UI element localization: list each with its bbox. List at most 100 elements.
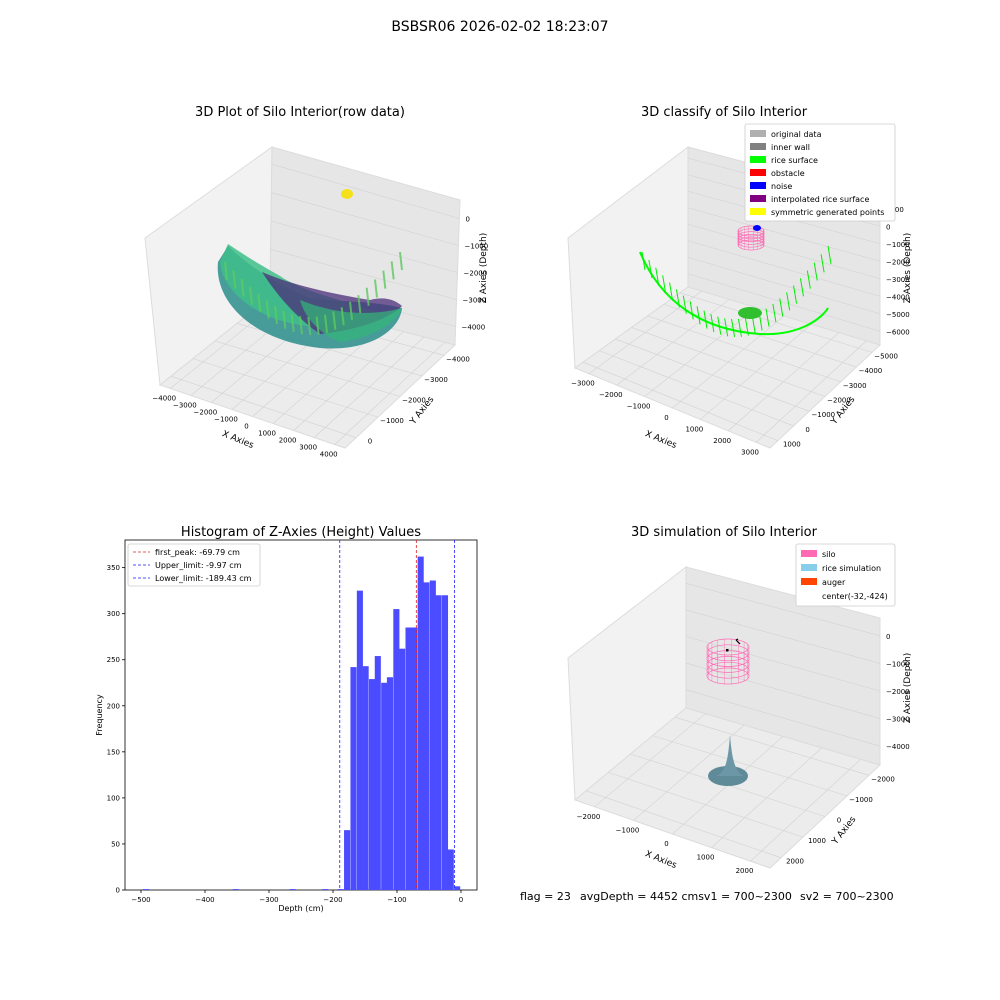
- classify-xtick-label: 0: [664, 414, 668, 422]
- simulation-panel-title: 3D simulation of Silo Interior: [631, 525, 818, 540]
- simulation-ytick-label: −1000: [849, 796, 873, 804]
- legend-label: original data: [771, 130, 822, 139]
- histogram-bar: [386, 677, 393, 890]
- classify-axis-ticks: −3000−2000−1000010002000300010000−1000−2…: [571, 206, 910, 457]
- classify-ztick-label: −5000: [886, 311, 910, 319]
- legend-swatch: [750, 208, 766, 215]
- classify-ztick-label: 0: [886, 223, 890, 231]
- legend-swatch: [750, 156, 766, 163]
- legend-swatch: [801, 578, 817, 585]
- histogram-bar: [362, 666, 369, 890]
- legend-swatch: [750, 169, 766, 176]
- histogram-bar: [447, 849, 454, 890]
- histogram-bar: [381, 682, 388, 890]
- legend-label: interpolated rice surface: [771, 195, 869, 204]
- simulation-silo-cylinder: [706, 638, 750, 685]
- classify-ytick-label: 0: [805, 426, 809, 434]
- legend-swatch: [750, 130, 766, 137]
- raw-ytick-label: −2000: [402, 397, 426, 405]
- classify-xtick-label: 1000: [685, 425, 703, 433]
- histogram-bar: [411, 627, 418, 890]
- classify-rice-surface: [641, 245, 832, 338]
- histogram-bar: [289, 889, 296, 890]
- raw-ytick-label: 0: [368, 438, 372, 446]
- simulation-xlabel: X Axies: [643, 849, 678, 871]
- classify-zlabel: Z Axies (Depth): [903, 233, 913, 304]
- histogram-ytick-label: 350: [107, 564, 120, 572]
- simulation-xtick-label: −1000: [616, 826, 640, 834]
- histogram-ytick-label: 0: [116, 887, 120, 895]
- raw-ztick-label: −2000: [464, 270, 488, 278]
- histogram-ytick-label: 250: [107, 656, 120, 664]
- classify-noise-cluster: [753, 225, 761, 231]
- histogram-panel[interactable]: Histogram of Z-Axies (Height) Values −50…: [95, 525, 478, 913]
- simulation-zlabel: Z Axies (Depth): [903, 653, 913, 724]
- simulation-center-point: [726, 649, 729, 652]
- raw-ytick-label: −4000: [446, 355, 470, 363]
- raw-3d-panel[interactable]: 3D Plot of Silo Interior(row data) −4000…: [144, 105, 489, 459]
- raw-ztick-label: −3000: [463, 297, 487, 305]
- histogram-legend: first_peak: -69.79 cm Upper_limit: -9.97 …: [127, 543, 261, 587]
- legend-label: obstacle: [771, 169, 805, 178]
- legend-swatch: [801, 550, 817, 557]
- histogram-ytick-label: 50: [111, 840, 120, 848]
- raw-xtick-label: 3000: [299, 444, 317, 452]
- histogram-legend-label: first_peak: -69.79 cm: [155, 548, 240, 557]
- raw-xtick-label: −1000: [214, 416, 238, 424]
- classify-xtick-label: −3000: [571, 380, 595, 388]
- raw-ytick-label: −1000: [380, 417, 404, 425]
- histogram-title: Histogram of Z-Axies (Height) Values: [181, 525, 421, 540]
- raw-ztick-label: −1000: [465, 243, 489, 251]
- histogram-bar: [454, 886, 461, 890]
- histogram-ticks: −500 −400 −300 −200 −100 0 0 50 100 150 200 250 300 3…: [107, 564, 464, 904]
- raw-top-cluster: [341, 189, 353, 199]
- raw-xlabel: X Axies: [220, 429, 255, 451]
- histogram-bar: [322, 889, 329, 890]
- legend-label: rice simulation: [822, 564, 881, 573]
- raw-surface-ribs: [224, 251, 403, 336]
- raw-xtick-label: 4000: [320, 451, 338, 459]
- legend-label: rice surface: [771, 156, 818, 165]
- classify-xtick-label: −1000: [627, 403, 651, 411]
- histogram-xlabel: Depth (cm): [278, 904, 323, 913]
- histogram-xtick-label: −200: [323, 896, 342, 904]
- simulation-ztick-label: −4000: [886, 743, 910, 751]
- classify-xtick-label: 3000: [741, 448, 759, 456]
- raw-xtick-label: 2000: [279, 437, 297, 445]
- legend-swatch: [750, 143, 766, 150]
- simulation-ytick-label: 2000: [786, 858, 804, 866]
- raw-panel-title: 3D Plot of Silo Interior(row data): [195, 105, 405, 120]
- classify-3d-panel[interactable]: 3D classify of Silo Interior −3000−2000−…: [567, 105, 913, 457]
- histogram-ytick-label: 300: [107, 610, 120, 618]
- classify-ztick-label: −6000: [886, 328, 910, 336]
- classify-ytick-label: −1000: [811, 411, 835, 419]
- classify-legend: original data inner wall rice surface obsta…: [744, 123, 896, 222]
- legend-label: silo: [822, 550, 836, 559]
- classify-ytick-label: 1000: [783, 441, 801, 449]
- footer-flag: flag = 23: [520, 890, 571, 903]
- histogram-bar: [356, 590, 363, 890]
- raw-gridlines: [170, 163, 460, 445]
- histogram-bar: [232, 889, 239, 890]
- histogram-bar: [423, 582, 430, 890]
- raw-xtick-label: −4000: [152, 395, 176, 403]
- simulation-3d-panel[interactable]: 3D simulation of Silo Interior −2000 −100…: [567, 525, 913, 875]
- histogram-bar: [435, 595, 442, 890]
- histogram-xtick-label: −500: [131, 896, 150, 904]
- classify-ytick-label: −3000: [843, 382, 867, 390]
- histogram-bar: [441, 595, 449, 890]
- footer-sv2: sv2 = 700~2300: [800, 890, 894, 903]
- histogram-ytick-label: 100: [107, 794, 120, 802]
- classify-ztick-label: −4000: [886, 293, 910, 301]
- simulation-ztick-label: −1000: [886, 660, 910, 668]
- simulation-xtick-label: 1000: [697, 854, 715, 862]
- legend-label: auger: [822, 578, 846, 587]
- histogram-xtick-label: −300: [259, 896, 278, 904]
- simulation-ytick-label: 0: [837, 817, 841, 825]
- histogram-legend-label: Upper_limit: -9.97 cm: [155, 561, 242, 570]
- histogram-ylabel: Frequency: [95, 694, 104, 736]
- simulation-xtick-label: 0: [664, 840, 668, 848]
- classify-ztick-label: −2000: [886, 258, 910, 266]
- simulation-xtick-label: 2000: [736, 867, 754, 875]
